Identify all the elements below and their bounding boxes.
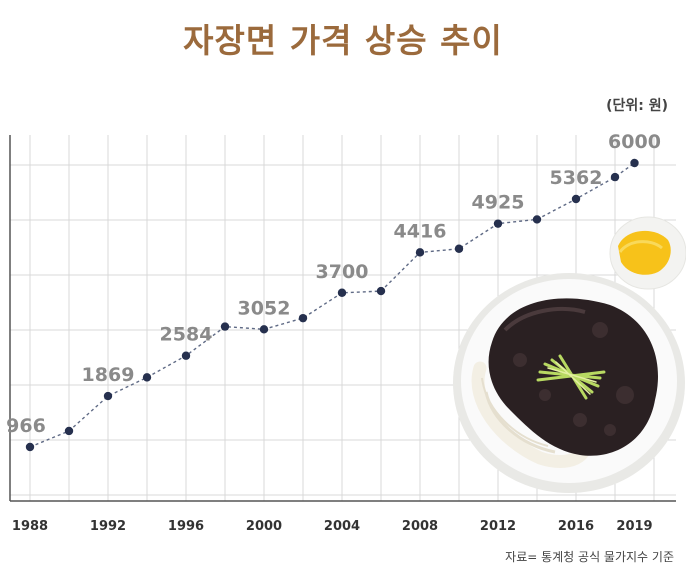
data-label: 4416 <box>394 220 447 242</box>
data-point <box>259 325 269 334</box>
data-point <box>64 426 74 436</box>
unit-label: (단위: 원) <box>606 98 668 114</box>
x-tick-label: 2000 <box>246 519 282 534</box>
data-label: 966 <box>6 415 46 437</box>
data-label: 5362 <box>550 167 603 189</box>
data-point <box>181 351 191 360</box>
data-point <box>454 244 464 253</box>
x-tick-label: 2019 <box>616 519 652 534</box>
data-point <box>337 288 347 297</box>
x-tick-label: 1996 <box>168 519 204 534</box>
x-tick-label: 2004 <box>324 519 360 534</box>
data-point <box>415 248 425 257</box>
x-tick-label: 2008 <box>402 519 438 534</box>
x-tick-label: 2012 <box>480 519 516 534</box>
x-tick-label: 2016 <box>558 519 594 534</box>
jajangmyeon-bowl-image <box>453 216 686 493</box>
data-label: 1869 <box>82 364 135 386</box>
data-point <box>25 442 35 452</box>
data-point <box>376 286 386 296</box>
data-point <box>298 313 308 323</box>
axes <box>9 135 676 502</box>
price-series-line <box>29 162 635 448</box>
source-note: 자료= 통계청 공식 물가지수 기준 <box>505 550 674 564</box>
x-tick-labels: 1988 1992 1996 2000 2004 2008 2012 2016 2019 <box>12 519 653 534</box>
data-point <box>142 373 152 382</box>
data-label: 4925 <box>472 192 525 214</box>
data-label: 3700 <box>316 261 369 283</box>
data-label: 2584 <box>160 324 213 346</box>
data-label: 3052 <box>238 297 291 319</box>
data-point <box>630 158 639 168</box>
data-point <box>103 391 113 401</box>
data-point <box>493 219 503 228</box>
data-label: 6000 <box>608 131 661 153</box>
x-tick-label: 1988 <box>12 519 48 534</box>
data-point <box>220 322 230 331</box>
chart-title: 자장면 가격 상승 추이 <box>183 21 503 60</box>
data-points <box>25 158 639 452</box>
data-point <box>532 215 542 224</box>
x-tick-label: 1992 <box>90 519 126 534</box>
data-point <box>571 194 581 204</box>
data-point <box>610 172 620 182</box>
